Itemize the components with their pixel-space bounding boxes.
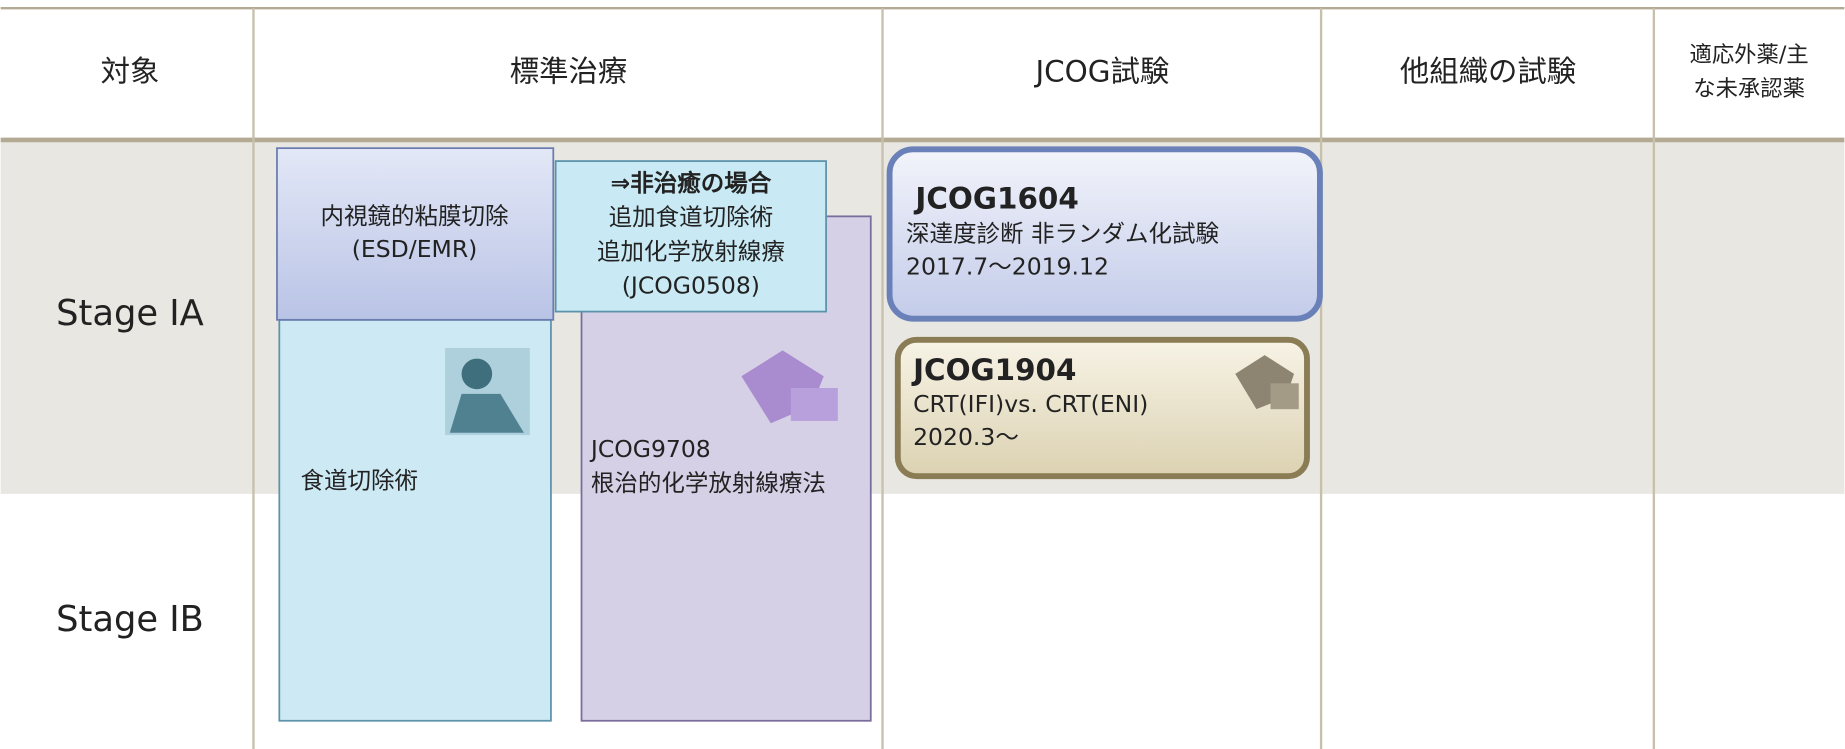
surgeon-icon bbox=[445, 348, 530, 436]
trial-name: JCOG1904 bbox=[911, 353, 1076, 387]
machine-icon bbox=[741, 350, 838, 424]
header-cell: JCOG試験 bbox=[1033, 54, 1169, 88]
trial-text: 深達度診断 非ランダム化試験 bbox=[906, 220, 1219, 248]
column-dividers bbox=[252, 8, 1656, 749]
trial-box bbox=[894, 336, 1310, 480]
non-curative-box bbox=[554, 160, 827, 313]
box-text: JCOG9708 bbox=[589, 435, 711, 463]
box-text: (JCOG0508) bbox=[622, 271, 760, 299]
box-text: 追加化学放射線療 bbox=[597, 237, 785, 265]
trial-box bbox=[886, 146, 1323, 322]
trial-text: CRT(IFI)vs. CRT(ENI) bbox=[913, 390, 1148, 418]
header-cell: 適応外薬/主 bbox=[1690, 42, 1809, 68]
endoscopic-box bbox=[276, 147, 555, 321]
box-text: 食道切除術 bbox=[300, 467, 418, 495]
trial-text: 2020.3～ bbox=[913, 423, 1019, 451]
header-cell: 標準治療 bbox=[510, 54, 628, 88]
row-label: Stage IB bbox=[56, 599, 204, 640]
row-label: Stage IA bbox=[56, 293, 204, 334]
box-text: 根治的化学放射線療法 bbox=[591, 469, 826, 497]
header-cell: 他組織の試験 bbox=[1400, 54, 1576, 88]
trial-text: 2017.7～2019.12 bbox=[906, 253, 1109, 281]
header-cell: な未承認薬 bbox=[1693, 76, 1805, 102]
box-text: (ESD/EMR) bbox=[352, 235, 478, 263]
header-cell: 対象 bbox=[101, 54, 160, 88]
box-text: 追加食道切除術 bbox=[609, 203, 773, 231]
box-text: 内視鏡的粘膜切除 bbox=[321, 202, 509, 230]
machine-icon bbox=[1235, 355, 1299, 410]
trial-name: JCOG1604 bbox=[913, 181, 1078, 215]
box-title: ⇒非治癒の場合 bbox=[611, 169, 772, 197]
